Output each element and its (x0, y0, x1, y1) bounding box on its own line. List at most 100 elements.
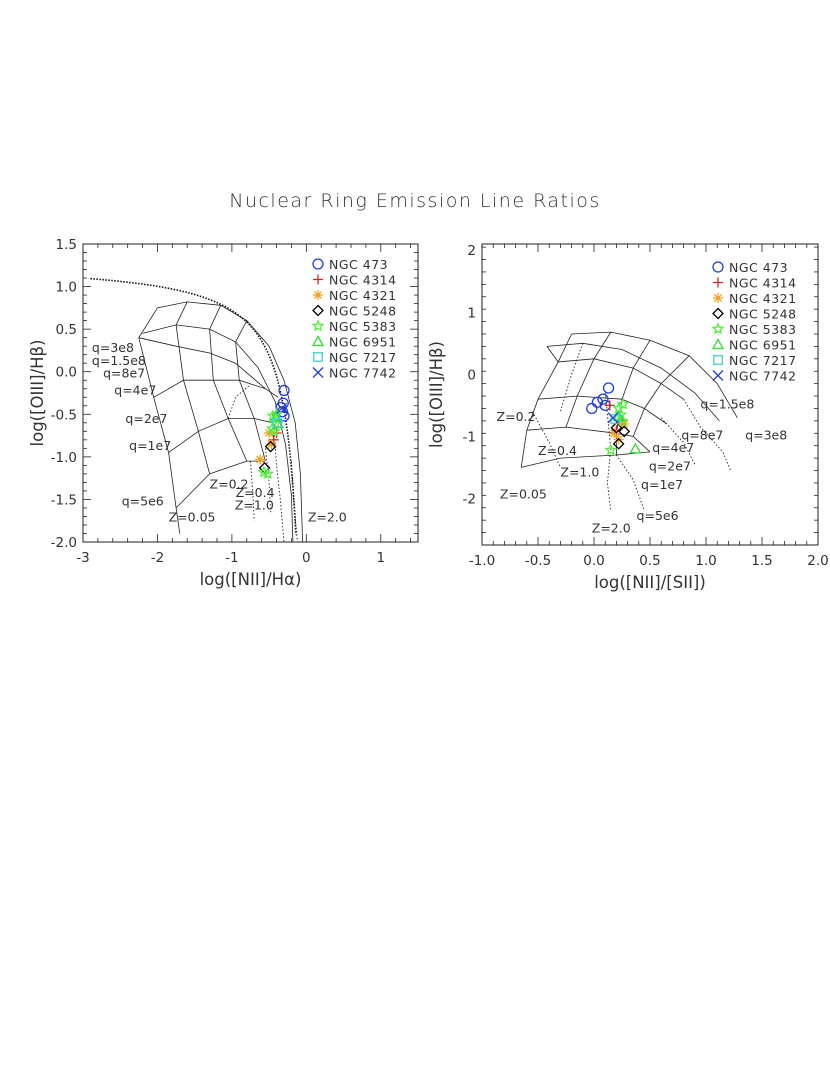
x-tick-label: -3 (76, 550, 89, 566)
data-point (610, 421, 623, 434)
data-point (255, 454, 266, 465)
legend-marker (313, 352, 323, 362)
data-point (258, 462, 271, 474)
model-grid-line-dotted (227, 384, 251, 419)
x-tick-label: -1 (225, 550, 238, 566)
data-point (257, 465, 271, 478)
model-grid-line (142, 324, 294, 542)
model-grid-label: q=8e7 (681, 427, 723, 442)
model-grid-label: Z=0.05 (169, 510, 216, 525)
legend-label: NGC 473 (329, 257, 388, 272)
model-grid-line (616, 339, 651, 455)
model-grid-line-dotted (604, 392, 612, 511)
y-tick-label: -2 (463, 491, 476, 507)
model-grid-line (537, 395, 668, 425)
left-panel-nii-ha: -3 -2 -1 0 1 -2.0 -1.5 -1.0 -0.5 0.0 0.5 1.0 1.5 log(… (28, 237, 419, 589)
model-grid-label: q=1.5e8 (92, 353, 146, 368)
data-point (264, 440, 277, 453)
data-point (607, 412, 619, 424)
model-grid-line (632, 355, 690, 437)
model-grid-line-dotted (660, 417, 696, 465)
model-grid-label: q=5e6 (122, 493, 164, 508)
model-grid-line-dotted (532, 411, 561, 468)
model-grid-label: Z=0.2 (497, 409, 536, 424)
y-tick-label: 1 (467, 305, 476, 321)
series-ngc-7742 (607, 412, 619, 424)
data-point (604, 443, 618, 456)
figure-title: Nuclear Ring Emission Line Ratios (229, 190, 601, 212)
model-grid-label: q=1e7 (129, 438, 171, 453)
data-point (612, 410, 625, 422)
data-point (609, 428, 620, 439)
x-tick-label: -0.5 (525, 553, 551, 569)
data-point (269, 410, 282, 422)
data-point (602, 382, 615, 394)
legend-label: NGC 5383 (729, 322, 797, 337)
x-tick-label: -2 (151, 550, 164, 566)
data-point (270, 407, 283, 420)
legend-marker (713, 293, 723, 303)
legend-label: NGC 7217 (729, 353, 797, 368)
data-point (612, 437, 625, 450)
model-grid-label: Z=2.0 (592, 521, 631, 536)
legend-marker (713, 355, 723, 365)
model-grid-line-dotted (683, 398, 732, 471)
legend-marker (711, 338, 725, 350)
legend-marker (712, 307, 724, 320)
data-point (604, 400, 615, 411)
model-grid-label: q=2e7 (649, 459, 691, 474)
series-ngc-5248 (610, 421, 631, 450)
legend-marker (312, 258, 324, 270)
model-grid-line (153, 379, 266, 398)
model-grid-line (546, 342, 720, 422)
y-tick-label: -1 (463, 429, 476, 445)
x-tick-label: 0.0 (583, 553, 604, 569)
y-axis-label: log([OIII]/Hβ) (427, 341, 446, 448)
model-grid-line (138, 307, 181, 534)
legend-label: NGC 4314 (329, 273, 397, 288)
y-tick-label: -1.5 (51, 492, 77, 508)
data-point (261, 467, 275, 480)
model-grid (90, 277, 303, 542)
legend-label: NGC 7742 (329, 366, 397, 381)
series-ngc-5248 (258, 440, 277, 474)
y-tick-label: 1.0 (56, 280, 77, 296)
model-grid-label: Z=0.4 (538, 443, 577, 458)
series-ngc-7742 (276, 402, 288, 414)
data-point (272, 417, 283, 428)
model-grid-line-dotted (264, 448, 272, 513)
model-grid-label: Z=1.0 (235, 498, 274, 513)
legend-label: NGC 4321 (329, 288, 397, 303)
y-tick-label: 1.5 (56, 237, 77, 253)
series-ngc-6951 (612, 410, 642, 454)
model-grid-label: q=1e7 (641, 477, 683, 492)
legend-label: NGC 5248 (729, 307, 797, 322)
y-tick-label: 0 (467, 367, 476, 383)
legend-label: NGC 4314 (729, 276, 797, 291)
model-grid-line-dotted (290, 461, 298, 542)
y-tick-label: -1.0 (51, 450, 77, 466)
model-grid-label: Z=2.0 (308, 510, 347, 525)
data-point (618, 425, 631, 438)
data-point (615, 414, 629, 427)
x-tick-label: 0.5 (639, 553, 660, 569)
y-tick-label: -2.0 (51, 535, 77, 551)
model-grid-line (571, 331, 738, 419)
right-panel-nii-sii: -1.0 -0.5 0.0 0.5 1.0 1.5 2.0 -2 -1 0 1 2 log([NII]/… (427, 243, 829, 592)
legend-label: NGC 5248 (329, 304, 397, 319)
model-grid-label: Z=0.4 (236, 485, 275, 500)
data-point (268, 434, 279, 445)
data-point (278, 384, 290, 397)
legend-marker (312, 304, 324, 317)
data-point (597, 393, 609, 405)
data-point (276, 402, 288, 414)
legend-marker (313, 274, 323, 285)
model-grid-line-dotted (250, 461, 255, 521)
model-grid-label: q=1.5e8 (700, 396, 754, 411)
legend-marker (311, 319, 325, 332)
legend-label: NGC 5383 (329, 319, 397, 334)
y-tick-label: 2 (467, 243, 476, 259)
model-grid-label: q=8e7 (103, 366, 145, 381)
model-grid-line (138, 337, 279, 398)
